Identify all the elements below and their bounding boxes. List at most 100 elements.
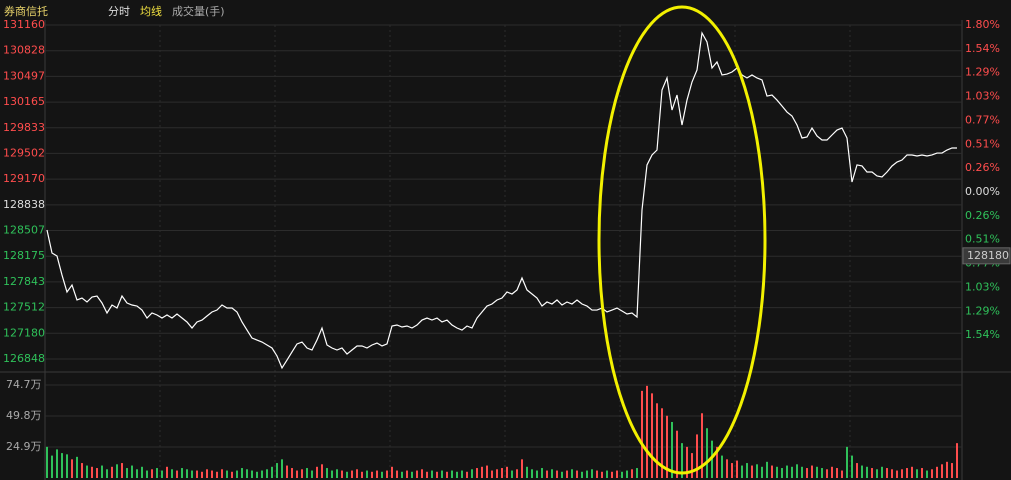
volume-bar: [906, 468, 908, 478]
volume-bar: [246, 469, 248, 478]
y2-tick-label: 1.54%: [965, 328, 1000, 341]
volume-bar: [81, 463, 83, 478]
volume-bar: [411, 471, 413, 478]
volume-bar: [941, 464, 943, 478]
volume-bar: [446, 471, 448, 478]
volume-bar: [386, 470, 388, 478]
volume-bar: [556, 470, 558, 478]
volume-bar: [546, 470, 548, 478]
volume-bar: [476, 468, 478, 478]
volume-bar: [206, 469, 208, 478]
tab[interactable]: 分时: [108, 5, 130, 18]
volume-bar: [671, 421, 673, 478]
volume-bar: [111, 466, 113, 478]
volume-bar: [811, 465, 813, 478]
volume-bar: [51, 455, 53, 478]
volume-bar: [331, 470, 333, 478]
volume-bar: [186, 469, 188, 478]
volume-bar: [376, 470, 378, 478]
volume-bar: [591, 469, 593, 478]
volume-bar: [141, 466, 143, 478]
y-tick-label: 129170: [3, 172, 45, 185]
volume-bar: [821, 468, 823, 478]
volume-bar: [241, 468, 243, 478]
y-tick-label: 131160: [3, 18, 45, 31]
volume-bar: [831, 466, 833, 478]
volume-bar: [801, 466, 803, 478]
volume-bar: [701, 413, 703, 478]
volume-bar: [716, 446, 718, 478]
tab[interactable]: 均线: [140, 4, 162, 18]
volume-bar: [221, 469, 223, 478]
volume-bar: [771, 465, 773, 478]
volume-bar: [181, 468, 183, 478]
volume-bar: [401, 471, 403, 478]
volume-bar: [601, 471, 603, 478]
price-marker: 128180: [967, 249, 1009, 262]
volume-bar: [341, 470, 343, 478]
price-marker-box: [962, 247, 1011, 265]
volume-bar: [301, 469, 303, 478]
volume-bar: [271, 466, 273, 478]
volume-bar: [496, 469, 498, 478]
y-tick-label: 127843: [3, 275, 45, 288]
volume-bar: [641, 390, 643, 478]
volume-bar: [691, 453, 693, 478]
volume-bar: [646, 385, 648, 478]
volume-bar: [806, 468, 808, 478]
volume-bar: [566, 470, 568, 478]
volume-bar: [176, 470, 178, 478]
volume-bar: [706, 428, 708, 478]
y2-tick-label: 1.29%: [965, 305, 1000, 318]
volume-bar: [306, 468, 308, 478]
volume-bar: [741, 465, 743, 478]
volume-bar: [421, 469, 423, 478]
volume-bar: [61, 453, 63, 478]
volume-bar: [106, 469, 108, 478]
volume-bar: [596, 470, 598, 478]
vertical-grid: [159, 25, 851, 478]
volume-bar: [96, 468, 98, 478]
volume-bar: [231, 471, 233, 478]
volume-bar: [851, 455, 853, 478]
volume-bar: [551, 469, 553, 478]
volume-bar: [826, 469, 828, 478]
y2-tick-label: 0.26%: [965, 209, 1000, 222]
volume-bar: [486, 465, 488, 478]
y2-tick-label: 0.51%: [965, 138, 1000, 151]
volume-bar: [286, 465, 288, 478]
volume-bar: [571, 469, 573, 478]
volume-bar: [681, 443, 683, 478]
volume-bar: [361, 471, 363, 478]
volume-bar: [276, 463, 278, 478]
volume-bar: [336, 469, 338, 478]
volume-bar: [491, 470, 493, 478]
volume-bar: [661, 408, 663, 478]
volume-bar: [896, 470, 898, 478]
volume-bar: [151, 469, 153, 478]
volume-bar: [101, 465, 103, 478]
volume-bar: [686, 446, 688, 478]
volume-bar: [461, 470, 463, 478]
volume-bar: [951, 463, 953, 478]
volume-bar: [796, 464, 798, 478]
volume-bar: [436, 471, 438, 478]
volume-tick-label: 49.8万: [6, 409, 42, 422]
volume-bar: [211, 470, 213, 478]
volume-bar: [786, 465, 788, 478]
volume-bar: [416, 470, 418, 478]
volume-bar: [666, 415, 668, 478]
volume-bar: [251, 470, 253, 478]
volume-bar: [916, 469, 918, 478]
volume-bar: [441, 470, 443, 478]
volume-bar: [946, 461, 948, 478]
volume-bar: [891, 469, 893, 478]
price-line: [46, 31, 957, 370]
volume-bar: [816, 466, 818, 478]
volume-bar: [536, 470, 538, 478]
volume-bar: [581, 471, 583, 478]
volume-bar: [66, 454, 68, 478]
volume-bar: [651, 393, 653, 478]
volume-bar: [91, 466, 93, 478]
